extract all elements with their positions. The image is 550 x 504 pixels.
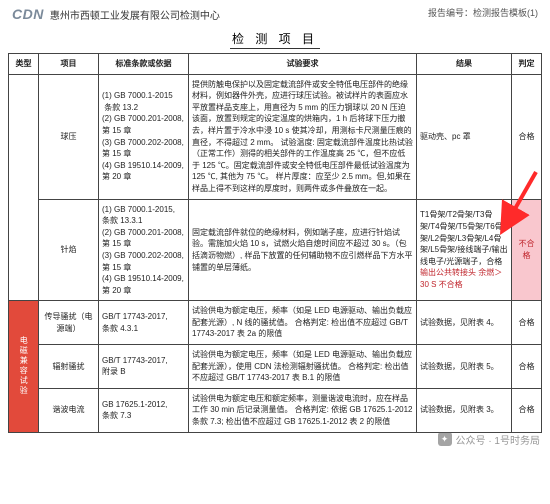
table-header-row: 类型 项目 标准条款或依据 试验要求 结果 判定	[9, 54, 542, 75]
basis-cell: GB/T 17743-2017, 条款 4.3.1	[99, 301, 189, 345]
judgement-cell: 合格	[512, 388, 542, 432]
requirement-cell: 试验供电为额定电压，频率（如是 LED 电源驱动、输出负载应配套光源），使用 C…	[189, 345, 417, 389]
result-cell: 试验数据，见附表 4。	[417, 301, 512, 345]
judgement-cell: 合格	[512, 345, 542, 389]
item-cell: 针焰	[39, 199, 99, 301]
center-name: 惠州市西顿工业发展有限公司检测中心	[50, 7, 220, 22]
col-requirement: 试验要求	[189, 54, 417, 75]
result-cell: 试验数据，见附表 3。	[417, 388, 512, 432]
requirement-cell: 固定载流部件就位的绝缘材料，例如端子座，应进行针焰试验。需施加火焰 10 s，试…	[189, 199, 417, 301]
result-cell: T1骨架/T2骨架/T3骨架/T4骨架/T5骨架/T6骨架/L2骨架/L3骨架/…	[417, 199, 512, 301]
category-cell-blank	[9, 74, 39, 301]
result-cell: 试验数据，见附表 5。	[417, 345, 512, 389]
requirement-cell: 提供防触电保护以及固定载流部件或安全特低电压部件的绝缘材料，例如器件外壳，应进行…	[189, 74, 417, 199]
item-cell: 谐波电流	[39, 388, 99, 432]
col-basis: 标准条款或依据	[99, 54, 189, 75]
judgement-cell: 合格	[512, 74, 542, 199]
basis-cell: GB 17625.1-2012, 条款 7.3	[99, 388, 189, 432]
table-row: 球压 (1) GB 7000.1-2015 条款 13.2 (2) GB 700…	[9, 74, 542, 199]
brand-logo: CDN	[12, 6, 44, 22]
result-cell: 驱动壳、pc 罩	[417, 74, 512, 199]
col-result: 结果	[417, 54, 512, 75]
watermark-text: 公众号 · 1号时务局	[456, 432, 540, 447]
category-cell-emc: 电磁兼容试验	[9, 301, 39, 432]
watermark: ✦ 公众号 · 1号时务局	[438, 432, 540, 447]
col-category: 类型	[9, 54, 39, 75]
judgement-cell: 合格	[512, 301, 542, 345]
col-judgement: 判定	[512, 54, 542, 75]
requirement-cell: 试验供电为额定电压和额定频率，测量谐波电流时，应在样品工作 30 min 后记录…	[189, 388, 417, 432]
judgement-cell-fail: 不合格	[512, 199, 542, 301]
table-row: 谐波电流 GB 17625.1-2012, 条款 7.3 试验供电为额定电压和额…	[9, 388, 542, 432]
basis-cell: (1) GB 7000.1-2015 条款 13.2 (2) GB 7000.2…	[99, 74, 189, 199]
col-item: 项目	[39, 54, 99, 75]
watermark-icon: ✦	[438, 432, 452, 446]
basis-cell: GB/T 17743-2017, 附录 B	[99, 345, 189, 389]
item-cell: 传导骚扰（电源端）	[39, 301, 99, 345]
table-row: 针焰 (1) GB 7000.1-2015, 条款 13.3.1 (2) GB …	[9, 199, 542, 301]
item-cell: 球压	[39, 74, 99, 199]
requirement-cell: 试验供电为额定电压，频率（如是 LED 电源驱动、输出负载应配套光源）, N 线…	[189, 301, 417, 345]
report-code: 报告编号：检测报告模板(1)	[428, 6, 538, 19]
item-cell: 辐射骚扰	[39, 345, 99, 389]
inspection-table: 类型 项目 标准条款或依据 试验要求 结果 判定 球压 (1) GB 7000.…	[8, 53, 542, 433]
table-row: 电磁兼容试验 传导骚扰（电源端） GB/T 17743-2017, 条款 4.3…	[9, 301, 542, 345]
basis-cell: (1) GB 7000.1-2015, 条款 13.3.1 (2) GB 700…	[99, 199, 189, 301]
section-title: 检 测 项 目	[8, 26, 542, 53]
report-header: CDN 惠州市西顿工业发展有限公司检测中心 报告编号：检测报告模板(1)	[8, 6, 542, 26]
table-row: 辐射骚扰 GB/T 17743-2017, 附录 B 试验供电为额定电压，频率（…	[9, 345, 542, 389]
